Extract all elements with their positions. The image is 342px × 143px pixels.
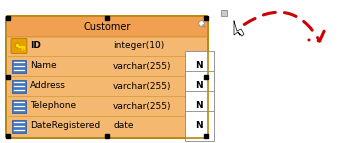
Text: Address: Address <box>30 82 66 91</box>
Text: N: N <box>195 61 203 70</box>
Bar <box>12 80 26 93</box>
Text: N: N <box>195 102 203 111</box>
FancyBboxPatch shape <box>11 38 27 53</box>
Text: varchar(255): varchar(255) <box>113 61 171 70</box>
FancyBboxPatch shape <box>6 16 208 138</box>
Text: N: N <box>195 122 203 131</box>
FancyBboxPatch shape <box>6 16 208 38</box>
Text: N: N <box>195 82 203 91</box>
Text: integer(10): integer(10) <box>113 41 164 50</box>
Text: varchar(255): varchar(255) <box>113 102 171 111</box>
Text: DateRegistered: DateRegistered <box>30 122 100 131</box>
Text: ID: ID <box>30 41 41 50</box>
Text: Customer: Customer <box>83 22 131 32</box>
Text: varchar(255): varchar(255) <box>113 82 171 91</box>
Bar <box>12 59 26 73</box>
Bar <box>12 100 26 113</box>
Bar <box>12 120 26 133</box>
Bar <box>8 27 206 37</box>
Text: date: date <box>113 122 133 131</box>
Polygon shape <box>234 21 244 36</box>
Text: Name: Name <box>30 61 57 70</box>
Text: Telephone: Telephone <box>30 102 76 111</box>
